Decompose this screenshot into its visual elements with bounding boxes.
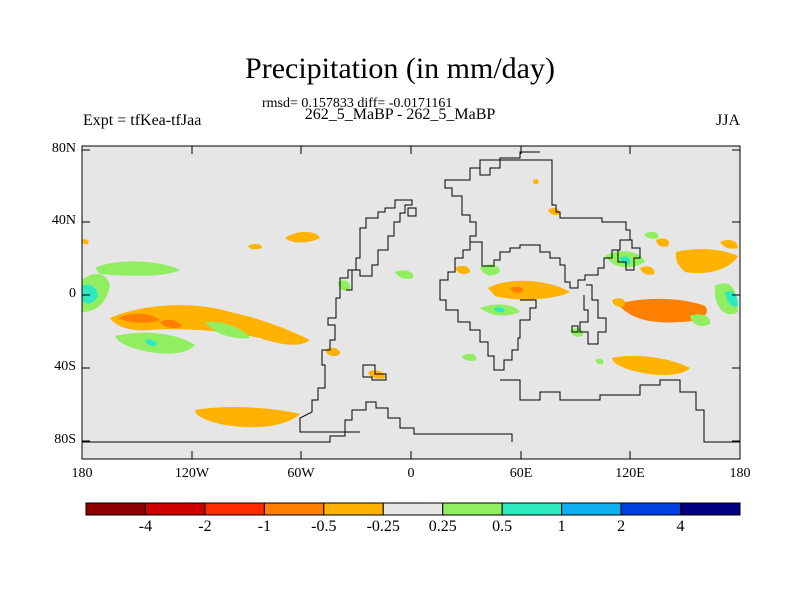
anomaly-patch [488,280,570,300]
lat-label-40s: 40S [54,359,76,374]
lat-label-80s: 80S [54,432,76,447]
coastline-island [571,325,579,333]
anomaly-patch [612,298,626,307]
anomaly-patch [395,270,414,279]
experiment-label: Expt = tfKea-tfJaa [83,112,202,129]
colorbar-label: -2 [198,518,212,535]
anomaly-patch [480,264,500,276]
anomaly-patch [285,231,320,243]
colorbar [85,502,741,516]
anomaly-patch [533,179,539,185]
colorbar-box [85,502,146,516]
plot-title: Precipitation (in mm/day) [245,52,555,85]
coastline-island [407,207,417,217]
colorbar-box [204,502,265,516]
coastline-island [362,364,387,381]
anomaly-patch [494,307,505,313]
coastline-seasia [617,239,641,271]
anomaly-patch [462,353,477,361]
anomaly-patch [720,240,738,249]
coastline-americas [299,199,413,433]
anomaly-patch [510,286,524,293]
lon-label-120w: 120W [174,466,210,481]
lat-label-80n: 80N [51,141,76,156]
colorbar-box [501,502,563,516]
colorbar-label: 4 [676,518,685,535]
anomaly-patch [205,321,250,339]
lon-label-0: 0 [407,466,415,481]
coastline-antarctica [82,401,513,443]
anomaly-patch [248,243,262,250]
colorbar-box [382,502,444,516]
anomaly-patch [690,314,711,326]
lat-ticks [82,149,740,442]
colorbar-box [263,502,325,516]
colorbar-label: 0.5 [492,518,513,535]
anomaly-patch [675,249,738,274]
colorbar-label: 2 [617,518,626,535]
anomaly-patch [455,265,470,275]
plot-subtitle: 262_5_MaBP - 262_5_MaBP [304,106,496,123]
lon-label-60e: 60E [509,466,533,481]
lon-label-180e: 180 [729,466,751,481]
coastline-australia [500,379,740,443]
anomaly-patch [612,355,690,375]
lat-label-40n: 40N [51,213,76,228]
anomaly-patch [656,238,670,247]
colorbar-box [620,502,682,516]
anomaly-patch [548,207,560,215]
anomaly-patch [715,283,738,315]
anomaly-patch [118,313,160,323]
anomaly-patch [618,298,708,323]
colorbar-label: 1 [557,518,566,535]
colorbar-box [442,502,503,516]
anomaly-patch [195,407,300,428]
anomaly-patch [95,261,180,276]
lon-ticks [81,146,741,459]
lon-label-120e: 120E [615,466,645,481]
coastline-eurasia-north [479,151,540,176]
season-label: JJA [715,112,740,129]
colorbar-label: -1 [257,518,272,535]
anomaly-patch [595,358,604,365]
colorbar-box [561,502,622,516]
anomaly-patch [338,280,351,291]
anomaly-patch [644,231,659,239]
anomaly-patch [145,339,157,347]
anomaly-patch [640,266,655,275]
colorbar-box [323,502,384,516]
coastline-africa-south [439,290,537,371]
lon-label-60w: 60W [287,466,315,481]
coastlines [82,151,740,443]
anomaly-patch [160,319,182,329]
colorbar-label: -0.25 [366,518,400,535]
lat-label-0: 0 [69,286,76,301]
lon-label-180w: 180 [71,466,93,481]
stats-line: rmsd= 0.157833 diff= -0.0171161 [262,96,453,111]
anomaly-patch [82,284,98,304]
colorbar-label: 0.25 [428,518,457,535]
coastline-eurasia-africa [439,159,631,290]
colorbar-label: -4 [138,518,153,535]
anomaly-patches [82,179,738,428]
colorbar-box [144,502,206,516]
coastline-asia-south [579,284,607,345]
colorbar-label: -0.5 [311,518,337,535]
anomaly-patch [82,239,89,245]
colorbar-box [680,502,741,516]
